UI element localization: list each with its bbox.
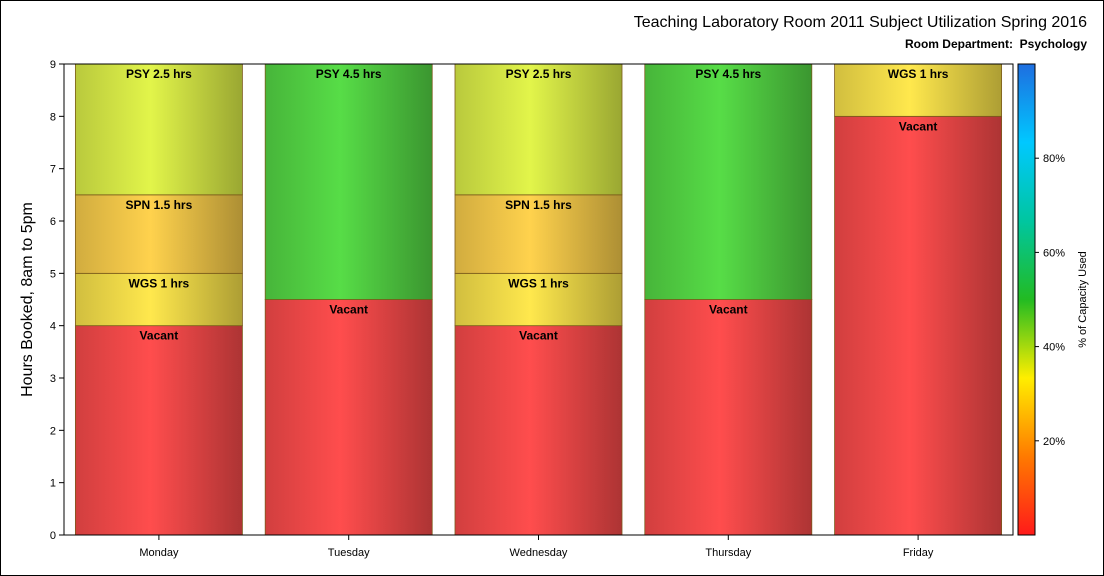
- y-axis-label: Hours Booked, 8am to 5pm: [19, 202, 36, 397]
- y-tick-label: 1: [50, 478, 56, 490]
- colorbar: [1017, 63, 1036, 536]
- x-tick-label: Wednesday: [510, 547, 568, 559]
- segment-label: PSY 4.5 hrs: [316, 67, 382, 81]
- y-tick-label: 0: [50, 530, 56, 542]
- bar-segment: [74, 272, 243, 327]
- bar-segment: [74, 325, 243, 536]
- segment-label: WGS 1 hrs: [129, 276, 190, 290]
- bar-segment: [644, 299, 813, 536]
- segment-label: WGS 1 hrs: [508, 276, 569, 290]
- segment-label: Vacant: [709, 303, 748, 317]
- bar-segment: [74, 194, 243, 274]
- colorbar-tick-label: 80%: [1043, 153, 1065, 165]
- segment-label: PSY 4.5 hrs: [695, 67, 761, 81]
- segment-label: PSY 2.5 hrs: [506, 67, 572, 81]
- colorbar-tick-label: 60%: [1043, 247, 1065, 259]
- y-tick-label: 9: [50, 59, 56, 71]
- y-tick-label: 5: [50, 268, 56, 280]
- chart-title: Teaching Laboratory Room 2011 Subject Ut…: [633, 14, 1087, 31]
- bar-segment: [74, 63, 243, 196]
- y-tick-label: 6: [50, 216, 56, 228]
- y-tick-label: 4: [50, 321, 56, 333]
- bar-segment: [454, 325, 623, 536]
- bar-thursday: Vacant PSY 4.5 hrs: [644, 63, 813, 536]
- bar-segment: [264, 299, 433, 536]
- segment-label: Vacant: [519, 329, 558, 343]
- segment-label: WGS 1 hrs: [888, 67, 949, 81]
- bar-tuesday: Vacant PSY 4.5 hrs: [264, 63, 433, 536]
- segment-label: SPN 1.5 hrs: [505, 198, 572, 212]
- colorbar-layer: 20% 40% 60% 80% % of Capacity Used: [1017, 63, 1089, 536]
- y-tick-label: 3: [50, 373, 56, 385]
- colorbar-tick-label: 40%: [1043, 342, 1065, 354]
- bar-segment: [454, 63, 623, 196]
- bar-segment: [264, 63, 433, 300]
- x-tick-label: Monday: [139, 547, 179, 559]
- y-tick-label: 7: [50, 164, 56, 176]
- colorbar-label: % of Capacity Used: [1077, 251, 1089, 348]
- x-tick-label: Friday: [903, 547, 934, 559]
- segment-label: PSY 2.5 hrs: [126, 67, 192, 81]
- y-tick-label: 8: [50, 111, 56, 123]
- bar-friday: Vacant WGS 1 hrs: [834, 63, 1003, 536]
- bar-segment: [834, 63, 1003, 117]
- chart-subtitle: Room Department: Psychology: [904, 37, 1087, 51]
- axes-layer: 0 1 2 3 4 5 6 7 8 9 Monday Tuesday Wednesday Thursday…: [19, 59, 1014, 559]
- segment-label: Vacant: [140, 329, 179, 343]
- bar-monday: Vacant WGS 1 hrs SPN 1.5 hrs PSY 2.5 hrs: [74, 63, 243, 536]
- bar-segment: [834, 115, 1003, 536]
- y-tick-label: 2: [50, 425, 56, 437]
- bar-segment: [454, 194, 623, 274]
- segment-label: Vacant: [329, 303, 368, 317]
- x-tick-label: Tuesday: [328, 547, 370, 559]
- segment-label: Vacant: [899, 119, 938, 133]
- bar-segment: [644, 63, 813, 300]
- bar-segment: [454, 272, 623, 327]
- x-tick-label: Thursday: [705, 547, 751, 559]
- segment-label: SPN 1.5 hrs: [126, 198, 193, 212]
- bar-wednesday: Vacant WGS 1 hrs SPN 1.5 hrs PSY 2.5 hrs: [454, 63, 623, 536]
- colorbar-tick-label: 20%: [1043, 436, 1065, 448]
